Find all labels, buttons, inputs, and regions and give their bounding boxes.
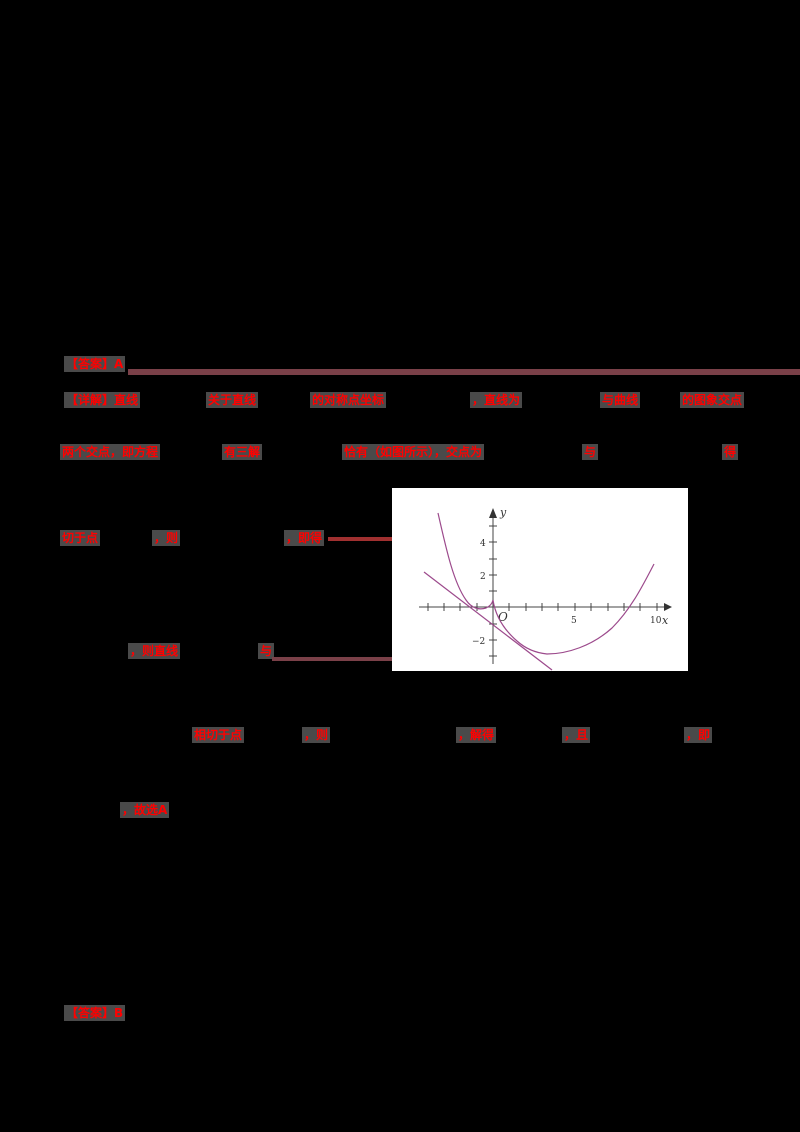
explanation-text: 有三解 <box>222 444 263 460</box>
origin-label: O <box>498 610 508 624</box>
divider-1 <box>128 369 800 375</box>
x-tick-5: 5 <box>571 616 577 626</box>
explanation-text: 与曲线 <box>600 392 641 408</box>
graph-svg: 4 2 −2 5 10 x y O <box>419 506 672 671</box>
explanation-text: 与 <box>582 444 599 460</box>
explanation-text: 的图象交点 <box>680 392 745 408</box>
explanation-text: 恰有（如图所示），交点为 <box>342 444 485 460</box>
explanation-text: ，直线为 <box>470 392 523 408</box>
x-tick-10: 10 <box>650 616 662 626</box>
answer-label-1: 【答案】A <box>64 356 126 372</box>
x-axis-label: x <box>662 614 669 627</box>
explanation-text: 与 <box>258 643 275 659</box>
explanation-text: ，解得 <box>456 727 497 743</box>
explanation-text: ，则 <box>152 530 181 546</box>
y-tick-2: 2 <box>480 572 486 582</box>
explanation-text: ，即 <box>684 727 713 743</box>
figure-leader-2 <box>272 657 392 661</box>
explanation-text: 相切于点 <box>192 727 245 743</box>
function-graph: 4 2 −2 5 10 x y O <box>392 488 688 671</box>
explanation-text: 切于点 <box>60 530 101 546</box>
figure-leader-1 <box>328 537 392 541</box>
explanation-text: 关于直线 <box>206 392 259 408</box>
y-tick-neg2: −2 <box>472 637 485 647</box>
y-tick-4: 4 <box>480 539 486 549</box>
answer-label-2: 【答案】B <box>64 1005 126 1021</box>
explanation-text: ，故选A <box>120 802 170 818</box>
explanation-text: ，且 <box>562 727 591 743</box>
explanation-text: ，则直线 <box>128 643 181 659</box>
explanation-text: 得 <box>722 444 739 460</box>
curve-right <box>492 563 655 655</box>
y-axis-label: y <box>499 506 507 519</box>
explanation-text: ，则 <box>302 727 331 743</box>
tangent-line <box>423 571 553 671</box>
explanation-text: 【详解】直线 <box>64 392 141 408</box>
explanation-text: 的对称点坐标 <box>310 392 387 408</box>
explanation-text: ，即得 <box>284 530 325 546</box>
curve-left <box>437 512 494 610</box>
explanation-text: 两个交点，即方程 <box>60 444 161 460</box>
